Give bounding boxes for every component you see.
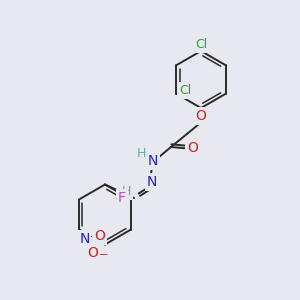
Text: Cl: Cl (195, 38, 207, 51)
Text: O: O (94, 229, 105, 242)
Text: F: F (118, 191, 126, 205)
Text: +: + (89, 232, 98, 242)
Text: −: − (99, 250, 108, 260)
Text: O: O (196, 110, 206, 123)
Text: N: N (147, 175, 157, 189)
Text: N: N (147, 154, 158, 168)
Text: O: O (188, 141, 198, 155)
Text: O: O (87, 246, 98, 260)
Text: Cl: Cl (179, 84, 191, 97)
Text: H: H (122, 185, 131, 198)
Text: H: H (137, 147, 146, 160)
Text: N: N (79, 232, 90, 246)
